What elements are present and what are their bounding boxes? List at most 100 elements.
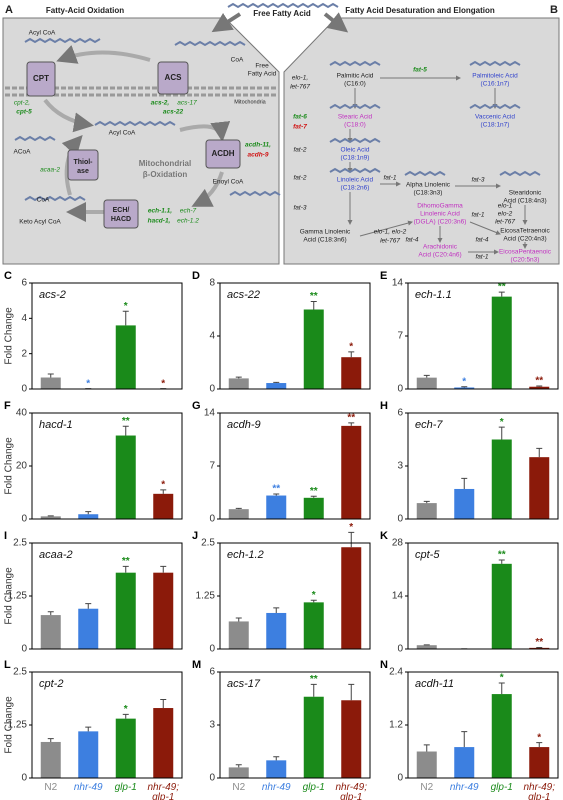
error-bar [122, 713, 129, 719]
y-tick-label: 0 [397, 773, 403, 784]
molecule [229, 190, 281, 197]
plot-frame [219, 412, 371, 520]
acdh-box [205, 139, 241, 169]
error-bar [235, 764, 242, 768]
label: fat-5 [413, 67, 427, 74]
chart-title: acdh-11 [415, 678, 454, 690]
x-tick-label: nhr-49 [261, 782, 291, 793]
y-axis-label: Fold Change [4, 567, 15, 625]
chart-title: cpt-5 [415, 549, 440, 561]
error-bar [122, 310, 129, 326]
bar [153, 708, 174, 778]
chart-title: acdh-9 [227, 419, 261, 431]
molecule [24, 37, 101, 44]
label: (C18:3n3) [414, 190, 443, 197]
y-tick-label: 1.25 [8, 591, 28, 602]
error-bar [536, 742, 543, 748]
thiolase-box [67, 149, 99, 181]
bar [78, 608, 99, 649]
bar [303, 309, 324, 389]
error-bar [461, 731, 468, 748]
bar [40, 741, 61, 778]
x-tick-label: nhr-49 [449, 782, 479, 793]
x-tick-label: N2 [232, 782, 246, 793]
y-tick-label: 7 [209, 461, 215, 472]
molecule [469, 103, 521, 110]
bar [341, 425, 362, 519]
bar [78, 731, 99, 778]
label: acs-2, [151, 100, 170, 107]
plot-frame [407, 282, 559, 390]
bar [303, 497, 324, 519]
molecule [404, 170, 446, 177]
x-tick-label: glp-1 [490, 782, 513, 793]
label: ACDH [211, 149, 234, 158]
label: elo-1 [498, 203, 513, 210]
chart-title: cpt-2 [39, 678, 63, 690]
y-tick-label: 14 [392, 591, 404, 602]
y-tick-label: 0 [209, 384, 215, 395]
y-tick-label: 8 [209, 278, 215, 289]
error-bar [273, 756, 280, 761]
error-bar [235, 376, 242, 379]
panel-letter: M [192, 659, 201, 671]
y-tick-label: 0 [397, 514, 403, 525]
label: Acid (C18:3n6) [303, 237, 346, 244]
x-tick-label: nhr-49 [73, 782, 103, 793]
error-bar [160, 489, 167, 494]
error-bar [273, 381, 280, 384]
label: Gamma Linolenic [300, 229, 351, 236]
molecule [174, 40, 246, 47]
error-bar [310, 301, 317, 310]
label: fat-2 [293, 175, 306, 182]
bar [266, 383, 287, 389]
error-bar [273, 607, 280, 613]
significance: ** [535, 637, 543, 648]
bar [153, 572, 174, 649]
label: (C18:1n9) [341, 155, 370, 162]
chart-title: acaa-2 [39, 549, 73, 561]
bar [40, 377, 61, 389]
arrow [191, 171, 224, 207]
bar [529, 747, 550, 778]
bar [266, 760, 287, 778]
label: CoA [231, 57, 244, 64]
label: Linoleic Acid [337, 177, 374, 184]
error-bar [235, 617, 242, 622]
significance: * [86, 378, 90, 389]
label: EicosaTetraenoic [500, 228, 550, 235]
molecule [499, 170, 541, 177]
error-bar [47, 611, 54, 616]
y-tick-label: 4 [21, 313, 27, 324]
label: fat-2 [293, 147, 306, 154]
label: DihomoGamma [417, 203, 463, 210]
label: Fatty Acid [248, 71, 277, 78]
molecule [94, 120, 176, 127]
significance: ** [498, 550, 506, 561]
error-bar [310, 683, 317, 697]
error-bar [348, 531, 355, 548]
label: β-Oxidation [143, 170, 188, 179]
label: ase [77, 168, 89, 175]
significance: ** [498, 282, 506, 293]
bar [529, 386, 550, 389]
label: ACoA [14, 149, 32, 156]
chart-title: acs-17 [227, 678, 261, 690]
plot-frame [407, 671, 559, 779]
label: A [5, 4, 13, 16]
y-axis-label: Fold Change [4, 307, 15, 365]
y-axis-label: Fold Change [4, 696, 15, 754]
error-bar [423, 744, 430, 752]
bar [266, 612, 287, 649]
panel-letter: G [192, 400, 201, 412]
plot-frame [407, 412, 559, 520]
y-tick-label: 3 [209, 720, 215, 731]
plot-frame [219, 282, 371, 390]
chart-title: ech-7 [415, 419, 443, 431]
label: Alpha Linolenic [406, 182, 451, 189]
molecule [227, 2, 339, 9]
label: fat-1 [471, 212, 484, 219]
label: Free [255, 63, 269, 70]
plot-frame [219, 542, 371, 650]
